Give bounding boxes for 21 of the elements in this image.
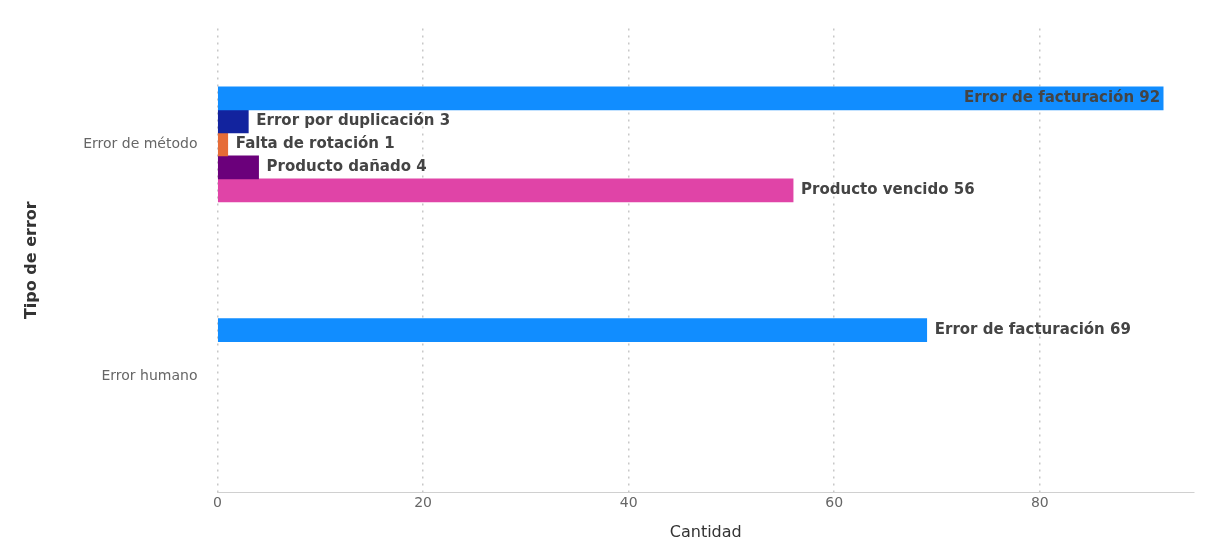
y-tick-label: Error humano bbox=[101, 366, 198, 383]
y-tick-label: Error de método bbox=[83, 134, 198, 151]
x-tick-label: 40 bbox=[619, 494, 638, 511]
data-label: Falta de rotación 1 bbox=[235, 134, 395, 153]
bar bbox=[217, 109, 249, 134]
bar bbox=[217, 318, 928, 342]
data-label: Producto dañado 4 bbox=[266, 157, 427, 176]
y-axis-title: Tipo de error bbox=[20, 201, 40, 320]
bar bbox=[217, 132, 229, 157]
x-tick-label: 20 bbox=[414, 494, 432, 511]
data-label: Error de facturación 69 bbox=[934, 319, 1131, 338]
x-tick-label: 80 bbox=[1030, 494, 1049, 511]
x-tick-label: 0 bbox=[213, 494, 222, 511]
bar bbox=[217, 86, 1164, 111]
data-label: Error de facturación 92 bbox=[964, 88, 1161, 107]
x-axis-title: Cantidad bbox=[669, 521, 742, 541]
bar bbox=[217, 155, 259, 180]
x-tick-label: 60 bbox=[825, 494, 844, 511]
data-label: Error por duplicación 3 bbox=[256, 111, 451, 130]
bar bbox=[217, 178, 794, 203]
data-label: Producto vencido 56 bbox=[801, 180, 975, 199]
